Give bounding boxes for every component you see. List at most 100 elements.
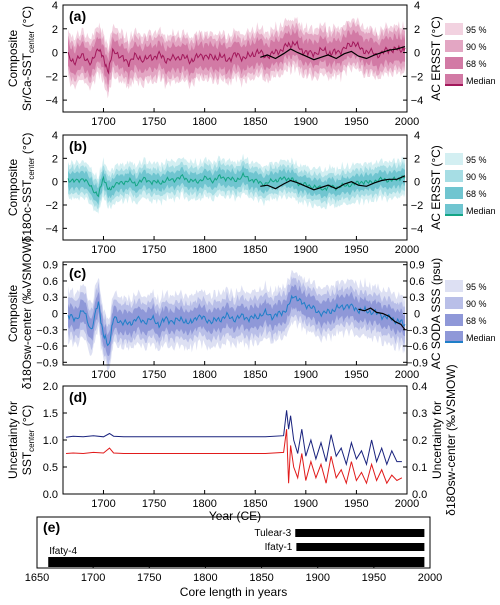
- x-tick-label: 1800: [192, 369, 216, 381]
- y-right-axis-label: AC ERSST (°C): [429, 16, 443, 101]
- x-tick-label: 1800: [192, 116, 216, 128]
- legend-label: 90 %: [466, 172, 487, 182]
- x-tick-label: 1950: [344, 369, 368, 381]
- x-axis-label: Year (CE): [209, 509, 261, 523]
- x-tick-label: 1850: [243, 498, 267, 510]
- x-tick-label: 1850: [243, 244, 267, 256]
- observation-line: [358, 307, 406, 331]
- y-right-tick-label: 2: [414, 24, 420, 36]
- y-right-tick-label: 0.6: [409, 276, 424, 288]
- legend-label: 68 %: [466, 189, 487, 199]
- core-label: Tulear-3: [254, 528, 291, 539]
- y-tick-label: −0.9: [36, 357, 58, 369]
- y-right-tick-label: 0.4: [412, 381, 427, 393]
- legend-swatch: [445, 297, 463, 309]
- x-tick-label: 1750: [142, 116, 166, 128]
- y-right-tick-label: 0.9: [409, 260, 424, 272]
- core-bar: [48, 557, 425, 567]
- median-line: [67, 40, 406, 75]
- legend-swatch: [445, 57, 463, 69]
- x-tick-label: 1900: [294, 116, 318, 128]
- observation-line: [260, 175, 406, 191]
- y-right-tick-label: −4: [411, 95, 424, 107]
- legend-swatch: [445, 187, 463, 199]
- x-tick-label: 1850: [249, 572, 273, 584]
- x-tick-label: 1700: [91, 498, 115, 510]
- y-right-tick-label: 0: [414, 309, 420, 321]
- panel-3: 0.0 0.5 1.0 1.5 2.0 0.0 0.1 0.2 0.3 0.4 1700 1750 18…: [6, 364, 458, 523]
- median-line: [67, 171, 406, 198]
- y-right-tick-label: 2: [414, 153, 420, 165]
- y-tick-label: 0.5: [43, 462, 58, 474]
- y-right-tick-label: 4: [414, 130, 420, 142]
- legend-label: 90 %: [466, 299, 487, 309]
- legend-label: 95 %: [466, 25, 487, 35]
- y-axis-label: Compositeδ18Osw-center (‰VSMOW): [6, 238, 34, 389]
- y-right-tick-label: 0: [414, 177, 420, 189]
- uncertainty-band68: [68, 164, 405, 205]
- legend-label: 95 %: [466, 155, 487, 165]
- x-tick-label: 1700: [91, 369, 115, 381]
- y-right-tick-label: −2: [411, 200, 424, 212]
- median-line: [67, 294, 406, 347]
- x-tick-label: 1700: [91, 116, 115, 128]
- sst-uncertainty-line: [65, 410, 402, 467]
- y-tick-label: 0.6: [43, 276, 58, 288]
- x-tick-label: 1950: [362, 572, 386, 584]
- legend-swatch: [445, 314, 463, 326]
- y-right-tick-label: −0.3: [406, 325, 428, 337]
- x-tick-label: 1750: [142, 244, 166, 256]
- y-tick-label: 2.0: [43, 381, 58, 393]
- legend-swatch: [445, 204, 463, 216]
- sw-uncertainty-line: [65, 429, 403, 485]
- y-tick-label: 0: [52, 177, 58, 189]
- core-bar: [296, 543, 425, 551]
- x-tick-label: 1850: [243, 116, 267, 128]
- panel-label: (a): [69, 8, 86, 24]
- y-tick-label: 1.5: [43, 408, 58, 420]
- y-axis-label: Compositeδ18Oc-SSTcenter (°C): [6, 133, 36, 243]
- x-tick-label: 2000: [395, 498, 419, 510]
- y-right-tick-label: 4: [414, 0, 420, 12]
- y-tick-label: 2: [52, 153, 58, 165]
- y-tick-label: −4: [45, 223, 58, 235]
- x-tick-label: 1650: [25, 572, 49, 584]
- legend-swatch: [445, 331, 463, 343]
- y-axis-label: CompositeSr/Ca-SSTcenter (°C): [6, 6, 36, 111]
- panel-1: 4 2 0 −2 −4 4 2 0 −2 −4 1700 1750 1800 1850 1900 1950 20…: [6, 130, 496, 256]
- y-tick-label: 4: [52, 130, 58, 142]
- legend-label: 68 %: [466, 316, 487, 326]
- x-axis-label: Core length in years: [180, 585, 287, 599]
- y-right-tick-label: 0.2: [412, 435, 427, 447]
- y-tick-label: −0.6: [36, 341, 58, 353]
- legend-label: Median: [466, 333, 496, 343]
- panel-label: (e): [43, 519, 60, 535]
- panel-2: 0.9 0.6 0.3 0 −0.3 −0.6 −0.9 0.9 0.6 0.3 0 −0.3 −0.6…: [6, 238, 496, 389]
- y-right-tick-label: 0.3: [412, 408, 427, 420]
- y-right-tick-label: −2: [411, 71, 424, 83]
- x-tick-label: 1800: [192, 244, 216, 256]
- y-right-tick-label: 0: [414, 48, 420, 60]
- panel-label: (b): [69, 138, 87, 154]
- y-right-tick-label: −0.6: [406, 341, 428, 353]
- x-tick-label: 1700: [81, 572, 105, 584]
- x-tick-label: 1750: [142, 498, 166, 510]
- y-tick-label: 4: [52, 0, 58, 12]
- x-tick-label: 1750: [137, 572, 161, 584]
- y-tick-label: 2: [52, 24, 58, 36]
- legend-swatch: [445, 280, 463, 292]
- x-tick-label: 1850: [243, 369, 267, 381]
- plot-frame: [62, 134, 408, 241]
- y-right-tick-label: 0.3: [409, 292, 424, 304]
- y-tick-label: 0.9: [43, 260, 58, 272]
- legend-label: 90 %: [466, 42, 487, 52]
- x-tick-label: 1750: [142, 369, 166, 381]
- legend-label: 68 %: [466, 59, 487, 69]
- x-tick-label: 2000: [395, 369, 419, 381]
- legend-label: Median: [466, 206, 496, 216]
- y-axis-label: Uncertainty forSSTcenter (°C): [6, 401, 36, 479]
- panel-label: (d): [69, 389, 87, 405]
- x-tick-label: 2000: [395, 116, 419, 128]
- y-right-tick-label: −4: [411, 223, 424, 235]
- legend-swatch: [445, 23, 463, 35]
